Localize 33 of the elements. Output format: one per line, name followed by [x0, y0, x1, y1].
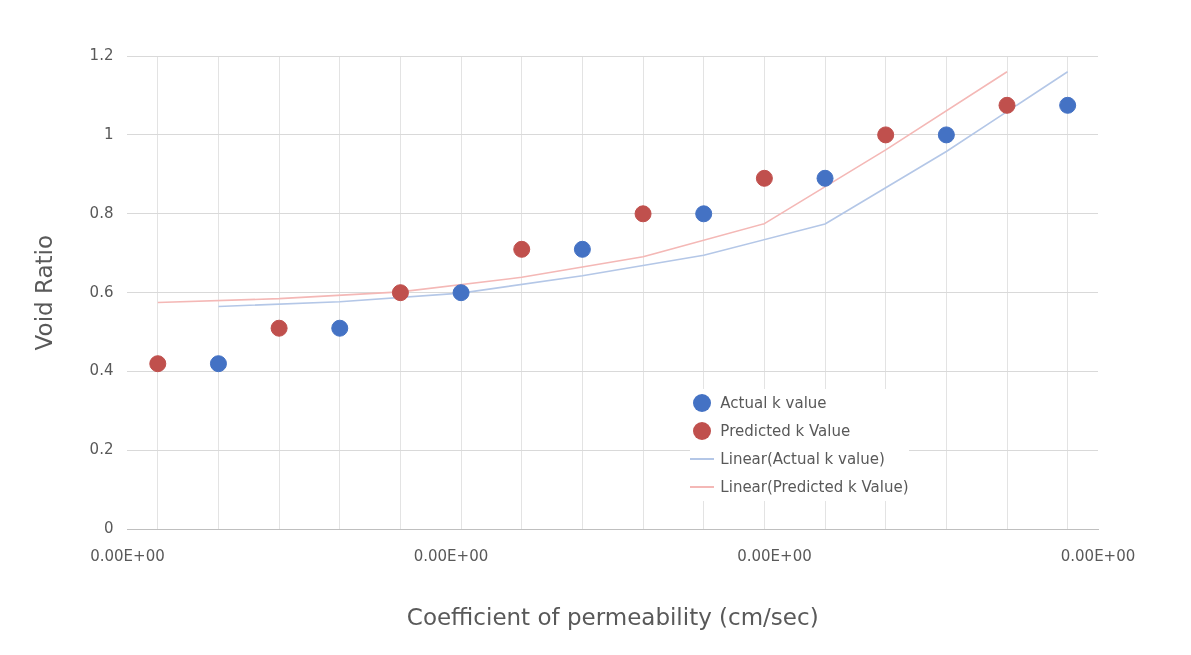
y-tick-label: 0.6 — [89, 282, 114, 301]
point — [209, 355, 227, 373]
y-tick-label: 0 — [103, 519, 114, 538]
legend-label: Linear(Actual k value) — [720, 450, 885, 469]
y-tick-label: 1 — [103, 124, 114, 143]
y-tick-label: 0.8 — [89, 203, 114, 222]
legend-label: Actual k value — [720, 394, 827, 413]
text: 0.00E+00 — [90, 546, 165, 565]
point — [331, 319, 349, 337]
text: 0.00E+00 — [413, 546, 489, 565]
point — [695, 205, 713, 223]
point — [1059, 96, 1077, 114]
point — [573, 240, 591, 258]
y-tick-label: 1.2 — [89, 45, 114, 64]
point — [755, 169, 773, 187]
point — [937, 126, 955, 144]
point — [816, 169, 834, 187]
legend-label: Linear(Predicted k Value) — [720, 478, 909, 497]
y-axis-title: Void Ratio — [30, 235, 57, 351]
point — [270, 319, 288, 337]
point — [877, 126, 895, 144]
y-tick-label: 0.4 — [89, 361, 114, 380]
legend-label: Predicted k Value — [720, 422, 851, 441]
point — [391, 284, 409, 302]
y-tick-label: 0.2 — [89, 440, 114, 459]
point — [634, 205, 652, 223]
text: 0.00E+00 — [737, 546, 812, 565]
point — [149, 355, 167, 373]
point — [513, 240, 531, 258]
text: 0.00E+00 — [1060, 546, 1136, 565]
point — [452, 284, 470, 302]
x-axis-title: Coefficient of permeability (cm/sec) — [406, 604, 819, 631]
point — [998, 96, 1016, 114]
